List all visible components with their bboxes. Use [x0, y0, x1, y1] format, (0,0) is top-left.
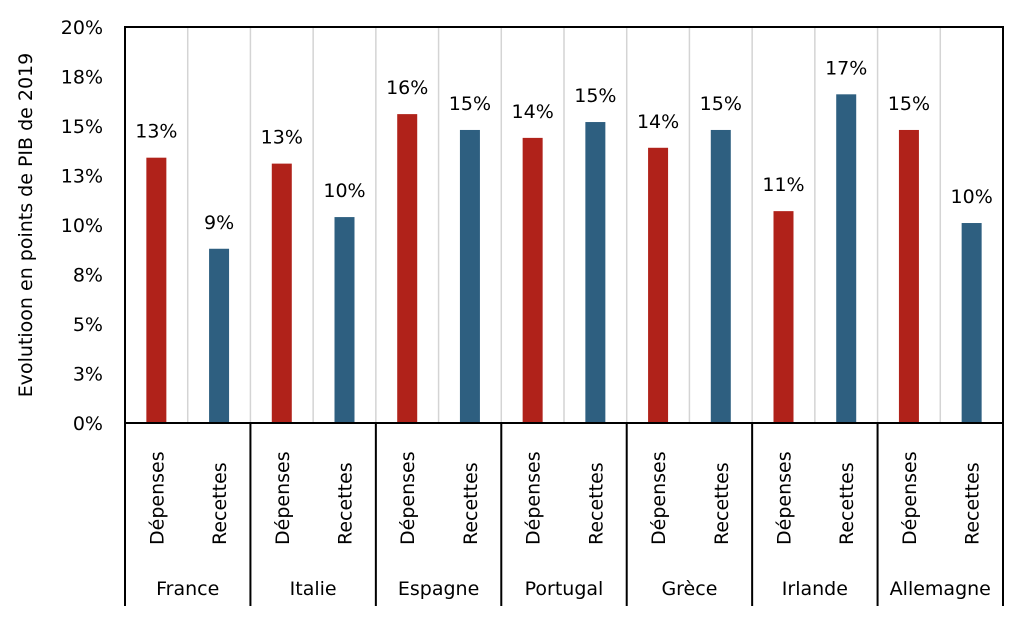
y-tick-label: 18%	[61, 67, 103, 89]
data-label: 15%	[574, 85, 616, 107]
category-label: Recettes	[962, 462, 984, 545]
y-tick-label: 10%	[61, 215, 103, 237]
category-label: Dépenses	[146, 451, 168, 545]
bar-espagne-recettes	[459, 129, 480, 423]
country-label: Grèce	[661, 578, 717, 600]
bar-france-dépenses	[146, 157, 167, 423]
bar-espagne-dépenses	[397, 114, 418, 424]
y-tick-label: 3%	[73, 364, 103, 386]
category-label: Recettes	[460, 462, 482, 545]
category-label: Recettes	[585, 462, 607, 545]
gridlines	[186, 27, 942, 423]
bar-portugal-recettes	[585, 122, 606, 423]
category-label: Dépenses	[899, 451, 921, 545]
plot-frame	[124, 26, 1004, 424]
category-label: Recettes	[711, 462, 733, 545]
category-label: Recettes	[836, 462, 858, 545]
country-label: Italie	[290, 578, 337, 600]
bar-irlande-recettes	[836, 94, 857, 423]
data-label: 14%	[637, 111, 679, 133]
bar-irlande-dépenses	[773, 211, 794, 423]
bars	[146, 94, 982, 424]
y-tick-label: 13%	[61, 166, 103, 188]
category-label: Dépenses	[648, 451, 670, 545]
y-tick-label: 5%	[73, 314, 103, 336]
country-label: Irlande	[782, 578, 848, 600]
data-label: 16%	[386, 77, 428, 99]
category-label: Dépenses	[523, 451, 545, 545]
country-label: Allemagne	[890, 578, 991, 600]
country-label: France	[156, 578, 219, 600]
data-label: 9%	[204, 212, 234, 234]
data-label: 15%	[449, 93, 491, 115]
country-label: Portugal	[525, 578, 604, 600]
y-tick-label: 15%	[61, 116, 103, 138]
category-label: Dépenses	[272, 451, 294, 545]
bar-grèce-recettes	[710, 129, 731, 423]
bar-italie-dépenses	[271, 163, 292, 423]
data-label: 13%	[261, 127, 303, 149]
data-label: 13%	[135, 121, 177, 143]
bar-portugal-dépenses	[522, 137, 543, 423]
bar-france-recettes	[209, 248, 230, 423]
y-tick-label: 20%	[61, 17, 103, 39]
labels: 0% 3% 5% 8% 10% 13% 15% 18% 20% 13% Dépenses 9% Rece…	[61, 17, 993, 600]
category-label: Recettes	[335, 462, 357, 545]
bar-allemagne-dépenses	[898, 129, 919, 423]
category-label: Recettes	[209, 462, 231, 545]
axes	[124, 26, 1004, 606]
data-label: 17%	[825, 57, 867, 79]
data-label: 11%	[762, 174, 804, 196]
data-label: 10%	[323, 180, 365, 202]
category-label: Dépenses	[397, 451, 419, 545]
data-label: 15%	[700, 93, 742, 115]
y-tick-label: 8%	[73, 265, 103, 287]
country-label: Espagne	[398, 578, 479, 600]
data-label: 14%	[512, 101, 554, 123]
y-axis-label: Evolutioon en points de PIB de 2019	[15, 53, 37, 398]
y-tick-label: 0%	[73, 413, 103, 435]
bar-grèce-dépenses	[648, 147, 669, 423]
data-label: 15%	[888, 93, 930, 115]
category-label: Dépenses	[774, 451, 796, 545]
bar-italie-recettes	[334, 217, 355, 423]
data-label: 10%	[951, 186, 993, 208]
bar-allemagne-recettes	[961, 223, 982, 423]
